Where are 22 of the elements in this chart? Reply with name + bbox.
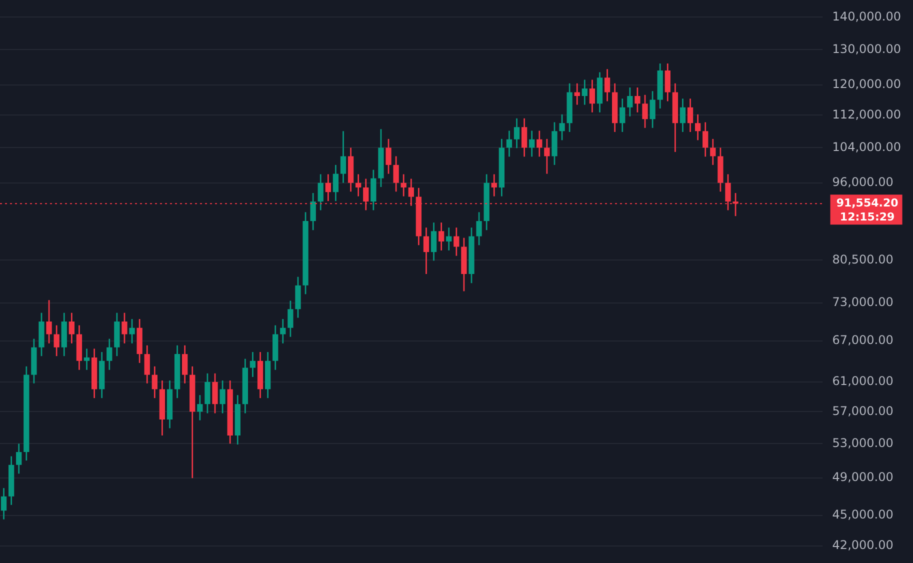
y-tick-label: 120,000.00 [832,77,902,92]
ref-line-label: 91,554.20 [836,196,899,210]
candlestick [574,83,580,105]
text: 12:15:29 [840,210,895,224]
candlestick [491,174,497,196]
y-tick-label: 57,000.00 [832,404,894,418]
candlestick [400,174,406,196]
y-tick-label: 67,000.00 [832,332,894,347]
y-tick-label: 73,000.00 [832,295,894,310]
y-tick-label: 49,000.00 [832,470,894,484]
y-tick-label: 104,000.00 [832,140,902,154]
y-tick-label: 112,000.00 [832,107,902,122]
candlestick [84,348,90,370]
y-tick-label: 53,000.00 [832,436,894,450]
y-tick-label: 96,000.00 [832,174,894,189]
y-tick-label: 61,000.00 [832,374,894,388]
y-tick-label: 80,500.00 [832,252,894,266]
candlestick [356,174,362,196]
y-tick-label: 140,000.00 [832,9,902,24]
y-tick-label: 130,000.00 [832,42,902,56]
y-tick-label: 42,000.00 [832,538,894,552]
y-tick-label: 45,000.00 [832,508,894,522]
